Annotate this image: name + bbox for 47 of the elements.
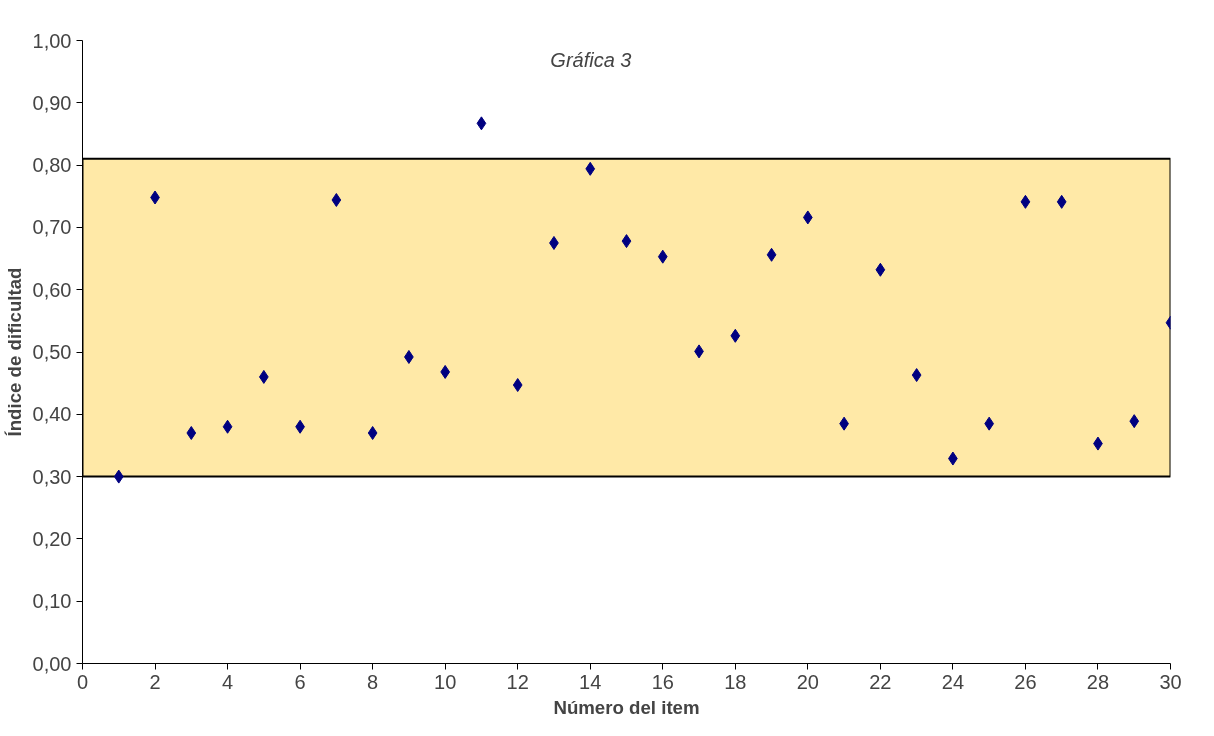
x-tick-label: 0 [76, 670, 89, 693]
x-tick-label: 2 [149, 670, 161, 693]
x-tick-label: 10 [434, 670, 457, 693]
x-tick-label: 24 [941, 670, 965, 693]
y-tick-label: 0,90 [32, 91, 72, 114]
point [367, 425, 378, 440]
x-tick-label: 12 [506, 670, 529, 693]
point [1129, 414, 1140, 429]
x-tick-label: 20 [796, 670, 819, 693]
point [186, 425, 197, 440]
x-tick-label: 22 [869, 670, 892, 693]
point [875, 262, 886, 277]
x-axis-title: Número del item [553, 696, 700, 718]
y-tick-label: 0,10 [32, 590, 72, 613]
point [476, 116, 487, 131]
x-tick-label: 6 [294, 670, 306, 693]
x-tick-label: 4 [222, 670, 234, 693]
point [766, 247, 777, 262]
x-tick-label: 14 [579, 670, 602, 693]
point [585, 161, 596, 176]
point [621, 234, 632, 249]
y-axis-title: Índice de dificultad [3, 267, 25, 437]
x-tick-label: 28 [1086, 670, 1110, 693]
point [730, 328, 741, 343]
point [331, 192, 342, 207]
y-tick-label: 0,60 [32, 278, 72, 301]
y-tick-label: 0,40 [32, 403, 72, 426]
chart-title: Gráfica 3 [550, 48, 632, 71]
y-tick-label: 0,00 [32, 652, 72, 675]
x-tick-label: 16 [651, 670, 674, 693]
point [1020, 194, 1031, 209]
y-tick-label: 1,00 [32, 29, 72, 52]
point [1056, 194, 1067, 209]
x-tick-label: 30 [1159, 670, 1182, 693]
x-tick-label: 8 [367, 670, 379, 693]
y-tick-label: 0,80 [32, 154, 72, 177]
point [113, 469, 124, 484]
point [911, 368, 922, 383]
y-tick-label: 0,70 [32, 216, 72, 239]
point [512, 378, 523, 393]
y-tick-label: 0,30 [32, 465, 72, 488]
x-tick-label: 26 [1014, 670, 1037, 693]
point [222, 419, 233, 434]
x-tick-label: 18 [724, 670, 747, 693]
y-tick-label: 0,20 [32, 527, 72, 550]
point [657, 249, 668, 264]
y-tick-label: 0,50 [32, 341, 72, 363]
